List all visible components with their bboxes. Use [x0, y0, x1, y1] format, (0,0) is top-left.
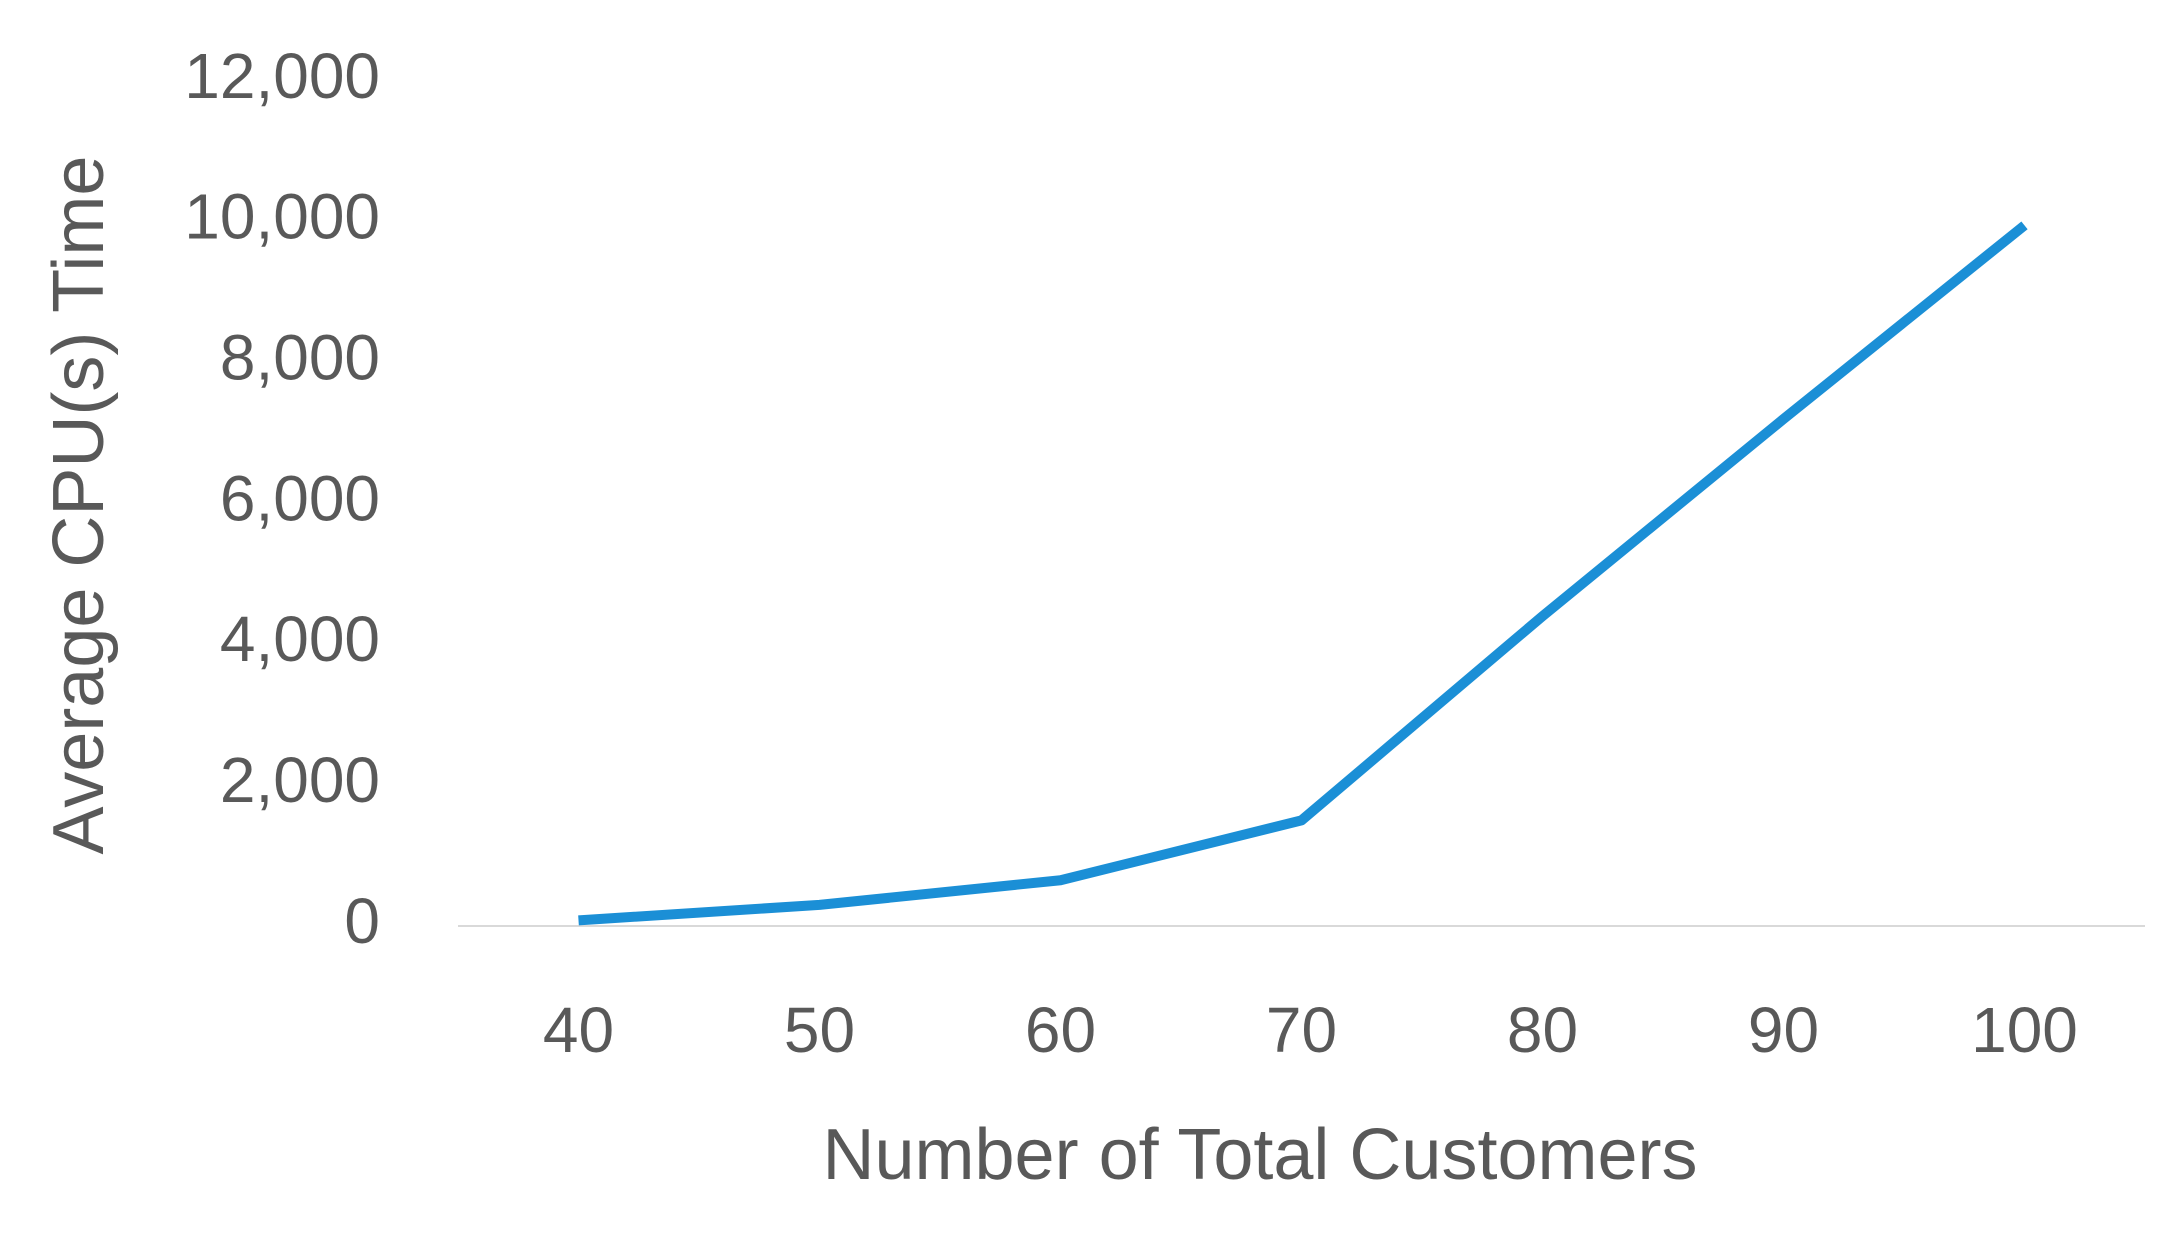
x-tick-label: 80	[1507, 994, 1578, 1066]
data-line	[578, 221, 2028, 926]
x-tick-label: 90	[1748, 994, 1819, 1066]
x-tick-label: 60	[1025, 994, 1096, 1066]
y-tick-label: 2,000	[220, 744, 380, 816]
x-tick-label: 100	[1971, 994, 2078, 1066]
x-tick-label: 40	[543, 994, 614, 1066]
x-tick-label: 70	[1266, 994, 1337, 1066]
y-axis-title: Average CPU(s) Time	[39, 156, 119, 855]
y-tick-label: 6,000	[220, 462, 380, 534]
y-tick-label: 12,000	[184, 40, 380, 112]
x-tick-label: 50	[784, 994, 855, 1066]
y-tick-label: 4,000	[220, 603, 380, 675]
y-tick-label: 0	[344, 885, 380, 957]
y-tick-label: 8,000	[220, 322, 380, 394]
x-axis-title: Number of Total Customers	[822, 1115, 1697, 1195]
y-tick-label: 10,000	[184, 181, 380, 253]
